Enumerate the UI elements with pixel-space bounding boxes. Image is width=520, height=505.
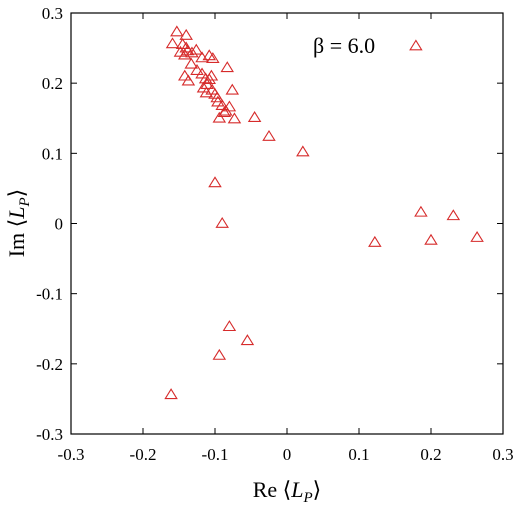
x-tick-label: 0 (283, 445, 292, 464)
data-point-triangle (296, 145, 310, 157)
data-point-triangle (199, 86, 214, 98)
data-point-triangle (240, 334, 255, 346)
y-tick-label: 0.2 (42, 74, 63, 93)
data-point-triangle (215, 216, 229, 228)
data-point-triangle (217, 106, 232, 118)
x-tick-label: 0.2 (420, 445, 441, 464)
data-point-triangle (179, 28, 193, 40)
data-point-triangle (212, 348, 227, 360)
y-tick-labels: 0.3 0.2 0.1 0 -0.1 -0.2 -0.3 (36, 4, 63, 444)
axis-ticks (70, 12, 504, 435)
x-tick-labels: -0.3 -0.2 -0.1 0 0.1 0.2 0.3 (58, 445, 514, 464)
data-point-triangle (184, 57, 199, 69)
data-point-triangle (210, 91, 224, 103)
data-point-triangle (247, 111, 262, 122)
y-tick-label: -0.2 (36, 355, 63, 374)
data-point-triangle (165, 37, 180, 49)
data-point-triangle (178, 69, 192, 81)
data-point-triangle (215, 99, 229, 111)
data-point-triangle (227, 112, 242, 124)
data-point-triangle (170, 25, 184, 37)
data-point-triangle (206, 52, 220, 64)
y-tick-label: 0 (55, 215, 64, 234)
y-tick-label: -0.3 (36, 425, 63, 444)
data-point-triangle (211, 95, 225, 107)
y-axis-label: Im ⟨LP⟩ (4, 189, 33, 258)
data-point-triangle (195, 67, 209, 79)
data-point-triangle (225, 83, 240, 95)
data-point-triangle (204, 69, 219, 81)
data-point-triangle (222, 320, 237, 332)
x-tick-label: -0.1 (202, 445, 229, 464)
plot-frame (70, 12, 504, 435)
data-point-triangle (424, 233, 438, 245)
data-point-triangle (222, 100, 237, 112)
x-tick-label: -0.2 (130, 445, 157, 464)
y-tick-label: 0.3 (42, 4, 63, 23)
x-tick-label: 0.3 (492, 445, 513, 464)
data-point-triangle (189, 43, 204, 55)
data-point-triangle (414, 205, 428, 217)
data-point-triangle (262, 129, 276, 141)
data-point-triangle (409, 39, 423, 51)
data-point-triangle (164, 388, 178, 400)
data-points (164, 25, 484, 400)
data-point-triangle (470, 230, 484, 242)
data-point-triangle (181, 74, 196, 86)
x-tick-label: -0.3 (58, 445, 85, 464)
y-tick-label: 0.1 (42, 144, 63, 163)
data-point-triangle (190, 63, 204, 75)
data-point-triangle (446, 209, 461, 221)
data-point-triangle (220, 61, 234, 73)
data-point-triangle (368, 235, 382, 247)
beta-annotation: β = 6.0 (313, 33, 375, 58)
data-point-triangle (185, 46, 199, 58)
data-point-triangle (212, 111, 227, 123)
data-point-triangle (198, 72, 213, 84)
x-tick-label: 0.1 (348, 445, 369, 464)
x-axis-label: Re ⟨LP⟩ (253, 477, 322, 505)
y-tick-label: -0.1 (36, 285, 63, 304)
data-point-triangle (208, 176, 222, 188)
